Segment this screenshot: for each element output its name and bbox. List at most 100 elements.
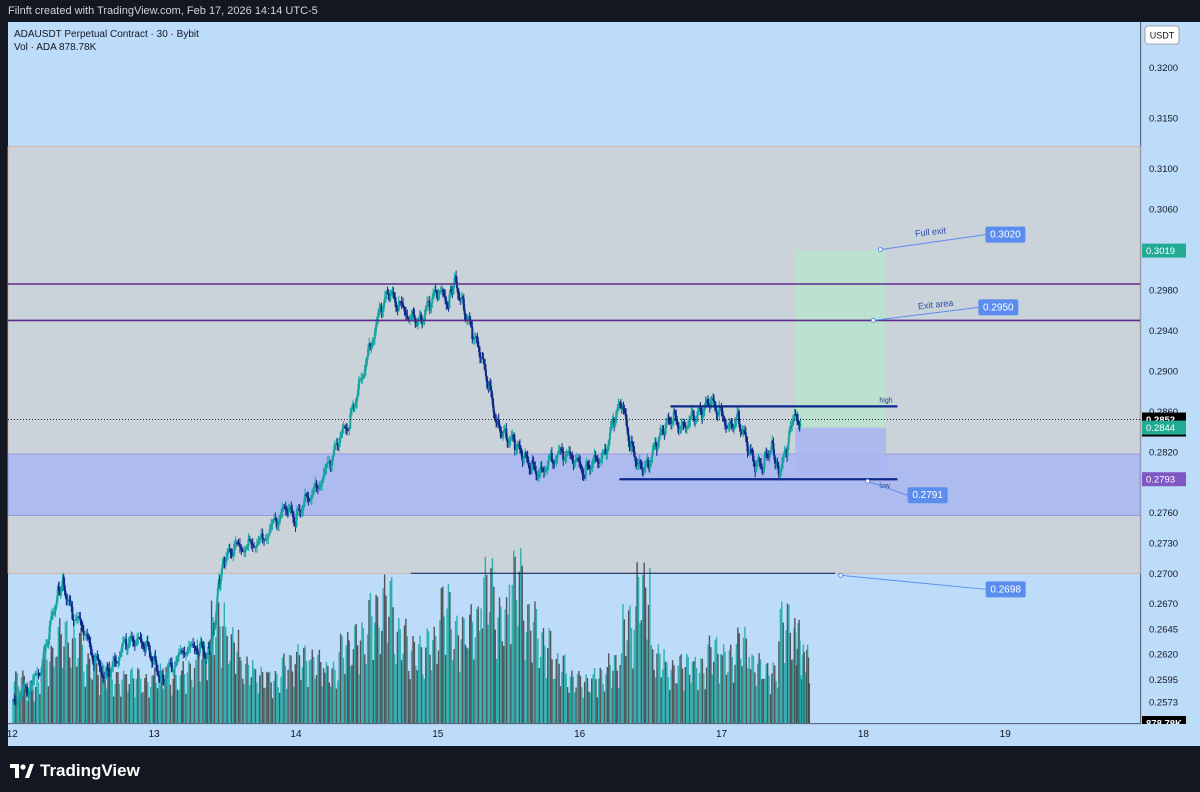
- candle-body[interactable]: [460, 298, 463, 300]
- candle-body[interactable]: [416, 321, 419, 324]
- candle-body[interactable]: [672, 411, 675, 422]
- candle-body[interactable]: [260, 533, 263, 537]
- candle-body[interactable]: [512, 436, 515, 440]
- candle-body[interactable]: [748, 450, 751, 452]
- candle-body[interactable]: [650, 457, 653, 463]
- candle-body[interactable]: [495, 421, 498, 423]
- candle-body[interactable]: [268, 529, 271, 535]
- candle-body[interactable]: [477, 341, 480, 347]
- candle-body[interactable]: [425, 305, 428, 311]
- candle-body[interactable]: [423, 315, 426, 320]
- candle-body[interactable]: [478, 346, 481, 352]
- candle-body[interactable]: [248, 539, 251, 542]
- candle-body[interactable]: [774, 460, 777, 464]
- candle-body[interactable]: [51, 612, 54, 614]
- candle-body[interactable]: [368, 343, 371, 350]
- candle-body[interactable]: [674, 412, 677, 416]
- candle-body[interactable]: [752, 455, 755, 462]
- candle-body[interactable]: [611, 419, 614, 423]
- candle-body[interactable]: [625, 413, 628, 420]
- candle-body[interactable]: [593, 454, 596, 459]
- candle-body[interactable]: [448, 294, 451, 308]
- candle-body[interactable]: [528, 464, 531, 469]
- candle-body[interactable]: [166, 672, 169, 678]
- candle-body[interactable]: [565, 453, 568, 457]
- candle-body[interactable]: [773, 449, 776, 456]
- candle-body[interactable]: [779, 472, 782, 475]
- candle-body[interactable]: [65, 596, 68, 600]
- candle-body[interactable]: [370, 345, 373, 347]
- candle-body[interactable]: [526, 456, 529, 461]
- candle-body[interactable]: [216, 595, 219, 604]
- candle-body[interactable]: [196, 650, 199, 653]
- candle-body[interactable]: [542, 470, 545, 473]
- candle-body[interactable]: [395, 306, 398, 310]
- candle-body[interactable]: [340, 432, 343, 438]
- candle-body[interactable]: [37, 673, 40, 675]
- candle-body[interactable]: [569, 451, 572, 454]
- candle-body[interactable]: [582, 474, 585, 477]
- candle-body[interactable]: [186, 650, 189, 655]
- candle-body[interactable]: [203, 650, 206, 655]
- candle-body[interactable]: [253, 546, 256, 548]
- candle-body[interactable]: [781, 463, 784, 469]
- candle-body[interactable]: [105, 667, 108, 677]
- candle-body[interactable]: [482, 357, 485, 360]
- candle-body[interactable]: [770, 446, 773, 452]
- candle-body[interactable]: [291, 512, 294, 518]
- candle-body[interactable]: [254, 547, 257, 549]
- candle-body[interactable]: [501, 434, 504, 436]
- candle-body[interactable]: [741, 431, 744, 433]
- candle-body[interactable]: [321, 479, 324, 485]
- candle-body[interactable]: [247, 539, 250, 547]
- candle-body[interactable]: [485, 376, 488, 383]
- candle-body[interactable]: [220, 574, 223, 580]
- candle-body[interactable]: [211, 638, 214, 645]
- candle-body[interactable]: [536, 476, 539, 478]
- candle-body[interactable]: [420, 314, 423, 322]
- candle-body[interactable]: [499, 428, 502, 433]
- candle-body[interactable]: [230, 552, 233, 555]
- candle-body[interactable]: [530, 471, 533, 473]
- candle-body[interactable]: [468, 318, 471, 320]
- candle-body[interactable]: [473, 337, 476, 340]
- candle-body[interactable]: [649, 462, 652, 466]
- axis-price-label[interactable]: [1142, 472, 1186, 487]
- candle-body[interactable]: [244, 549, 247, 552]
- candle-body[interactable]: [331, 455, 334, 461]
- candle-body[interactable]: [760, 464, 763, 468]
- candle-body[interactable]: [550, 453, 553, 462]
- candle-body[interactable]: [307, 497, 310, 500]
- candle-body[interactable]: [271, 520, 274, 525]
- candle-body[interactable]: [210, 644, 213, 648]
- candle-body[interactable]: [237, 542, 240, 545]
- candle-body[interactable]: [670, 422, 673, 425]
- candle-body[interactable]: [151, 662, 154, 664]
- candle-body[interactable]: [677, 427, 680, 430]
- candle-body[interactable]: [597, 462, 600, 464]
- candle-body[interactable]: [74, 619, 77, 621]
- candle-body[interactable]: [523, 456, 526, 459]
- candle-body[interactable]: [489, 382, 492, 386]
- candle-body[interactable]: [488, 382, 491, 390]
- candle-body[interactable]: [759, 461, 762, 465]
- candle-body[interactable]: [472, 339, 475, 341]
- candle-body[interactable]: [169, 662, 172, 664]
- candle-body[interactable]: [221, 564, 224, 569]
- candle-body[interactable]: [484, 369, 487, 377]
- candle-body[interactable]: [452, 283, 455, 289]
- candle-body[interactable]: [347, 430, 350, 432]
- candle-body[interactable]: [735, 416, 738, 422]
- candle-body[interactable]: [42, 652, 45, 660]
- candle-body[interactable]: [678, 429, 681, 431]
- candle-body[interactable]: [692, 410, 695, 421]
- candle-body[interactable]: [127, 643, 130, 647]
- candle-body[interactable]: [246, 546, 249, 550]
- candle-body[interactable]: [50, 615, 53, 621]
- candle-body[interactable]: [731, 424, 734, 427]
- candle-body[interactable]: [17, 700, 20, 703]
- candle-body[interactable]: [98, 661, 101, 667]
- candle-body[interactable]: [206, 655, 209, 658]
- candle-body[interactable]: [791, 425, 794, 427]
- candle-body[interactable]: [574, 459, 577, 462]
